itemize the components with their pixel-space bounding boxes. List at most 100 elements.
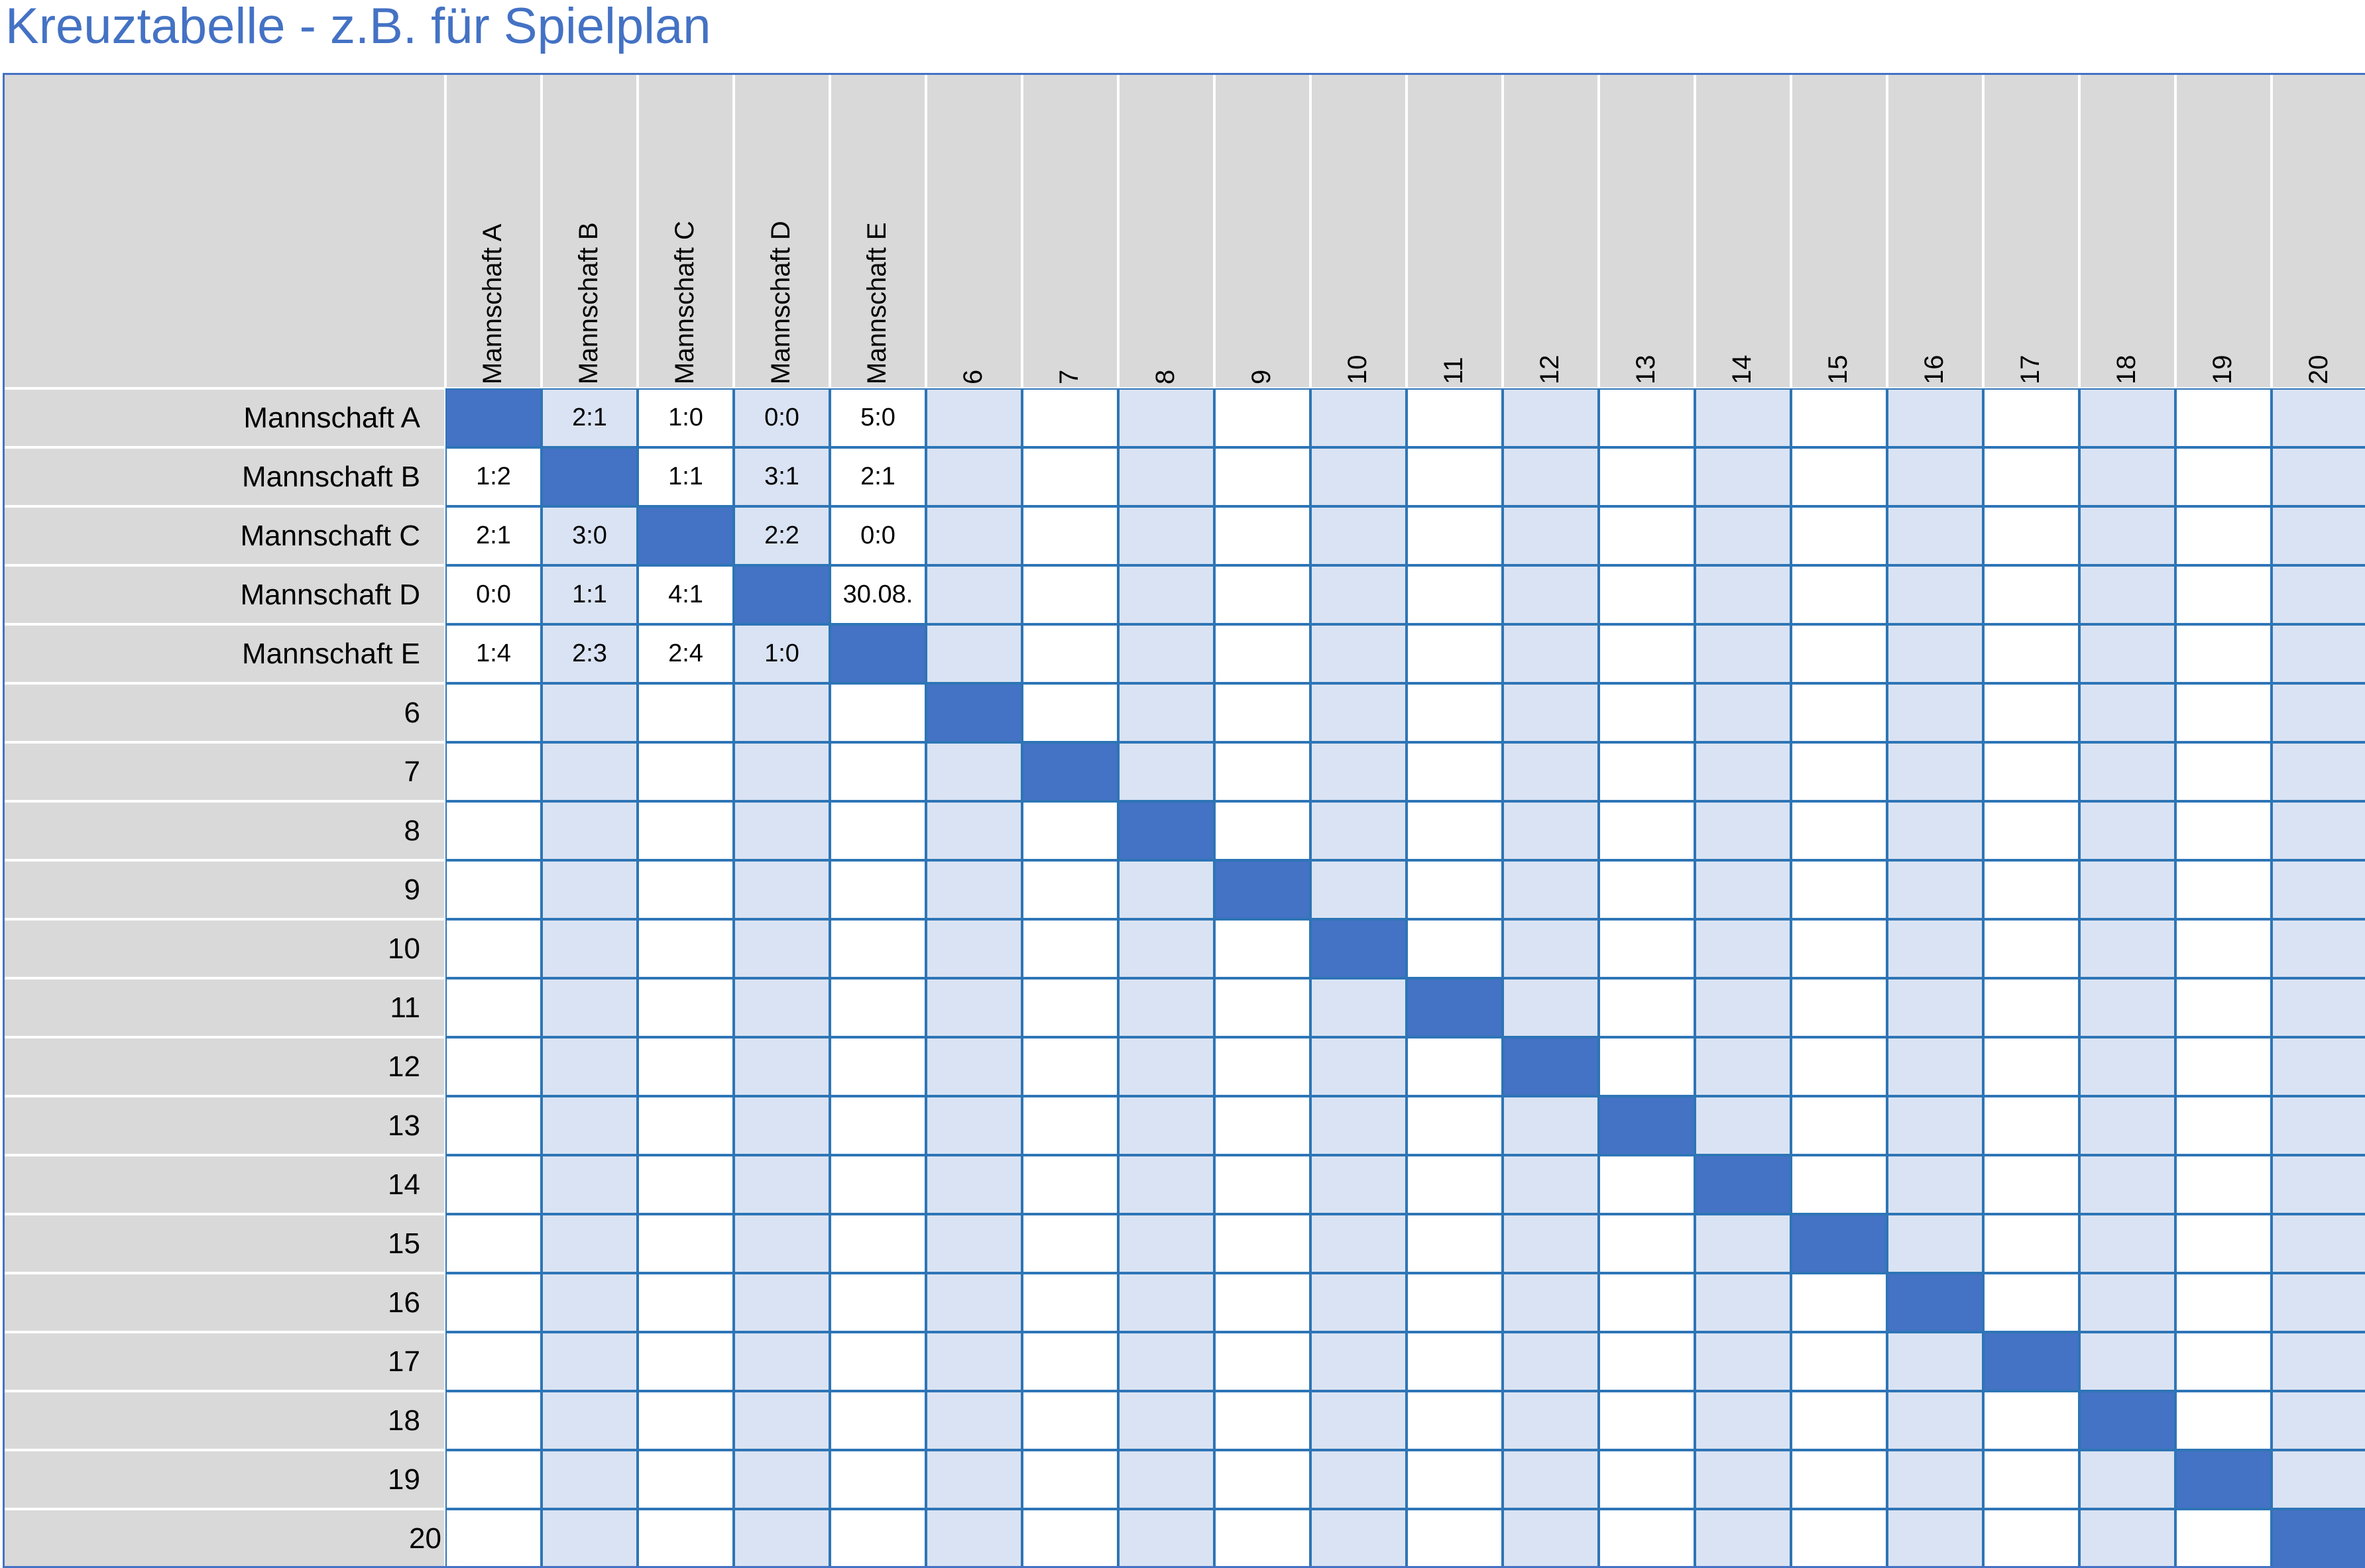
result-cell[interactable] [2272,1037,2365,1096]
result-cell[interactable] [1022,1391,1118,1450]
result-cell[interactable] [2175,919,2272,978]
result-cell[interactable] [1503,683,1599,742]
result-cell[interactable] [926,1155,1022,1214]
result-cell[interactable] [926,801,1022,860]
result-cell[interactable]: 0:0 [734,388,830,447]
result-cell[interactable] [1791,1391,1887,1450]
result-cell[interactable] [1503,1096,1599,1155]
result-cell[interactable] [542,1155,638,1214]
result-cell[interactable] [1791,1037,1887,1096]
result-cell[interactable] [830,1450,926,1509]
result-cell[interactable] [2079,447,2175,506]
result-cell[interactable] [542,978,638,1037]
result-cell[interactable] [638,1332,734,1391]
diagonal-cell[interactable] [1983,1332,2079,1391]
result-cell[interactable] [1407,1332,1503,1391]
result-cell[interactable] [1022,624,1118,683]
result-cell[interactable] [445,978,542,1037]
result-cell[interactable] [1022,1332,1118,1391]
diagonal-cell[interactable] [542,447,638,506]
result-cell[interactable] [2272,978,2365,1037]
result-cell[interactable] [1214,978,1310,1037]
result-cell[interactable] [1503,919,1599,978]
result-cell[interactable] [1310,388,1407,447]
result-cell[interactable] [1599,1155,1695,1214]
diagonal-cell[interactable] [2272,1509,2365,1568]
result-cell[interactable] [1118,683,1214,742]
result-cell[interactable] [1695,919,1791,978]
result-cell[interactable] [1214,388,1310,447]
result-cell[interactable] [1503,565,1599,624]
result-cell[interactable] [638,1509,734,1568]
result-cell[interactable] [2272,683,2365,742]
diagonal-cell[interactable] [1118,801,1214,860]
result-cell[interactable] [1599,683,1695,742]
result-cell[interactable] [1214,447,1310,506]
result-cell[interactable] [2175,742,2272,801]
result-cell[interactable] [542,1391,638,1450]
result-cell[interactable] [1022,1273,1118,1332]
result-cell[interactable] [2272,447,2365,506]
result-cell[interactable] [1599,506,1695,565]
result-cell[interactable] [1310,683,1407,742]
result-cell[interactable] [1310,624,1407,683]
result-cell[interactable] [2272,1214,2365,1273]
result-cell[interactable] [830,1273,926,1332]
result-cell[interactable] [1022,506,1118,565]
result-cell[interactable] [830,1214,926,1273]
result-cell[interactable] [830,1155,926,1214]
result-cell[interactable] [2175,565,2272,624]
result-cell[interactable] [1791,1155,1887,1214]
result-cell[interactable] [1407,1155,1503,1214]
diagonal-cell[interactable] [1695,1155,1791,1214]
result-cell[interactable] [1791,742,1887,801]
result-cell[interactable] [1022,1509,1118,1568]
result-cell[interactable]: 30.08. [830,565,926,624]
result-cell[interactable] [1983,388,2079,447]
result-cell[interactable] [1503,978,1599,1037]
result-cell[interactable] [734,1509,830,1568]
result-cell[interactable] [1983,1096,2079,1155]
result-cell[interactable] [1695,1332,1791,1391]
result-cell[interactable] [1887,1037,1983,1096]
result-cell[interactable] [1695,860,1791,919]
diagonal-cell[interactable] [1310,919,1407,978]
result-cell[interactable] [926,1037,1022,1096]
result-cell[interactable] [1695,1096,1791,1155]
result-cell[interactable] [1214,919,1310,978]
result-cell[interactable] [1695,447,1791,506]
result-cell[interactable] [1214,801,1310,860]
result-cell[interactable] [638,1214,734,1273]
result-cell[interactable] [926,1214,1022,1273]
result-cell[interactable] [734,860,830,919]
result-cell[interactable] [542,860,638,919]
result-cell[interactable] [1599,860,1695,919]
result-cell[interactable] [1599,388,1695,447]
result-cell[interactable] [1599,1509,1695,1568]
result-cell[interactable] [2079,801,2175,860]
result-cell[interactable] [1022,978,1118,1037]
result-cell[interactable] [1503,860,1599,919]
result-cell[interactable] [1310,860,1407,919]
result-cell[interactable] [1214,1096,1310,1155]
result-cell[interactable] [1407,683,1503,742]
result-cell[interactable] [1407,1273,1503,1332]
result-cell[interactable] [445,1096,542,1155]
result-cell[interactable] [2079,1037,2175,1096]
result-cell[interactable] [1503,1155,1599,1214]
result-cell[interactable] [1695,565,1791,624]
result-cell[interactable] [638,683,734,742]
result-cell[interactable] [1695,1450,1791,1509]
result-cell[interactable] [734,1037,830,1096]
diagonal-cell[interactable] [1791,1214,1887,1273]
result-cell[interactable]: 0:0 [830,506,926,565]
result-cell[interactable] [2079,565,2175,624]
result-cell[interactable] [1118,1037,1214,1096]
result-cell[interactable] [926,1273,1022,1332]
result-cell[interactable] [926,506,1022,565]
result-cell[interactable] [734,1332,830,1391]
result-cell[interactable] [1887,1214,1983,1273]
result-cell[interactable] [1407,801,1503,860]
result-cell[interactable]: 2:4 [638,624,734,683]
result-cell[interactable] [2272,1450,2365,1509]
